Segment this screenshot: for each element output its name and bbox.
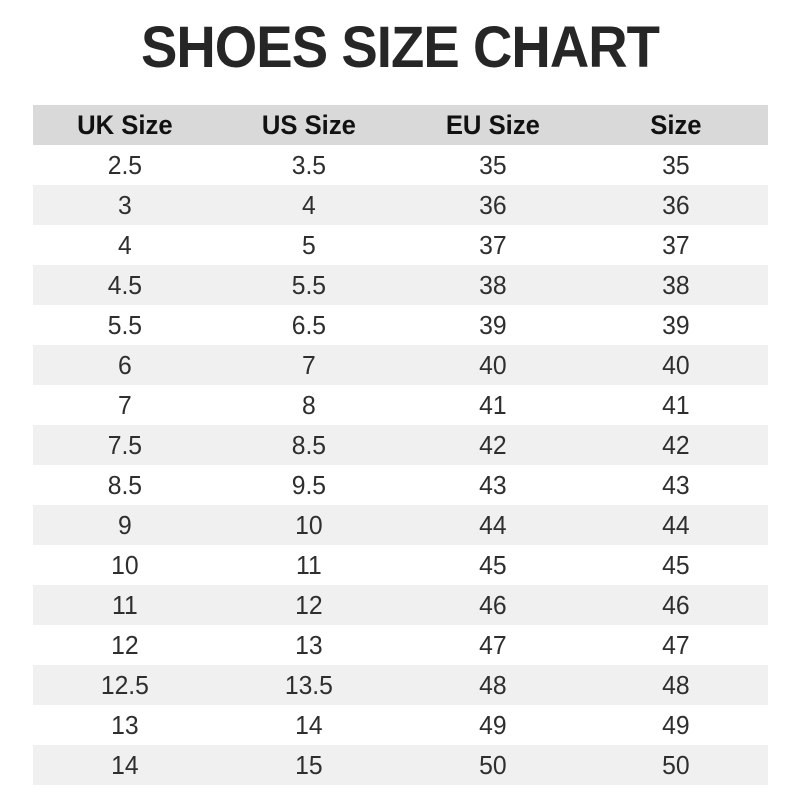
cell: 48 [662, 669, 690, 700]
table-row: 10 11 45 45 [33, 545, 768, 585]
cell: 42 [478, 429, 507, 460]
column-header: UK Size [77, 109, 173, 140]
cell: 37 [662, 229, 690, 260]
cell: 48 [478, 669, 507, 700]
cell: 9 [118, 509, 132, 540]
cell: 45 [662, 549, 690, 580]
cell: 42 [662, 429, 690, 460]
cell: 47 [478, 629, 507, 660]
table-row: 8.5 9.5 43 43 [33, 465, 768, 505]
cell: 3.5 [291, 149, 326, 180]
cell: 13 [294, 629, 323, 660]
cell: 15 [294, 749, 323, 780]
cell: 36 [662, 189, 690, 220]
cell: 39 [478, 309, 507, 340]
cell: 4 [118, 229, 132, 260]
cell: 3 [118, 189, 132, 220]
cell: 7.5 [107, 429, 143, 460]
cell: 46 [662, 589, 690, 620]
cell: 37 [478, 229, 507, 260]
cell: 38 [662, 269, 690, 300]
cell: 5.5 [107, 309, 143, 340]
table-row: 12 13 47 47 [33, 625, 768, 665]
table-header-row: UK Size US Size EU Size Size [33, 105, 768, 145]
cell: 12 [111, 629, 139, 660]
cell: 10 [111, 549, 139, 580]
cell: 45 [478, 549, 507, 580]
cell: 46 [478, 589, 507, 620]
table-row: 12.5 13.5 48 48 [33, 665, 768, 705]
table-row: 9 10 44 44 [33, 505, 768, 545]
cell: 44 [478, 509, 507, 540]
cell: 43 [478, 469, 507, 500]
cell: 11 [295, 549, 322, 580]
table-row: 7 8 41 41 [33, 385, 768, 425]
cell: 11 [112, 589, 138, 620]
page-title: SHOES SIZE CHART [140, 15, 660, 80]
cell: 2.5 [107, 149, 143, 180]
table-row: 2.5 3.5 35 35 [33, 145, 768, 185]
cell: 4.5 [107, 269, 143, 300]
cell: 49 [478, 709, 507, 740]
cell: 8.5 [107, 469, 143, 500]
cell: 41 [662, 389, 690, 420]
cell: 9.5 [291, 469, 326, 500]
cell: 13.5 [284, 669, 333, 700]
cell: 49 [662, 709, 690, 740]
cell: 50 [478, 749, 507, 780]
cell: 8 [301, 389, 316, 420]
cell: 35 [662, 149, 690, 180]
cell: 7 [301, 349, 316, 380]
cell: 7 [118, 389, 132, 420]
table-row: 3 4 36 36 [33, 185, 768, 225]
cell: 14 [111, 749, 139, 780]
cell: 6 [118, 349, 132, 380]
table-row: 5.5 6.5 39 39 [33, 305, 768, 345]
column-header: Size [650, 109, 702, 140]
cell: 38 [478, 269, 507, 300]
cell: 47 [662, 629, 690, 660]
cell: 10 [294, 509, 323, 540]
cell: 41 [478, 389, 507, 420]
cell: 8.5 [291, 429, 326, 460]
table-row: 11 12 46 46 [33, 585, 768, 625]
cell: 39 [662, 309, 690, 340]
cell: 40 [478, 349, 507, 380]
table-row: 7.5 8.5 42 42 [33, 425, 768, 465]
cell: 43 [662, 469, 690, 500]
cell: 12 [294, 589, 323, 620]
cell: 13 [111, 709, 139, 740]
table-row: 14 15 50 50 [33, 745, 768, 785]
cell: 5.5 [291, 269, 326, 300]
column-header: US Size [261, 109, 356, 140]
cell: 5 [301, 229, 316, 260]
cell: 4 [301, 189, 316, 220]
cell: 36 [478, 189, 507, 220]
cell: 50 [662, 749, 690, 780]
cell: 12.5 [100, 669, 149, 700]
table-row: 6 7 40 40 [33, 345, 768, 385]
table-row: 4 5 37 37 [33, 225, 768, 265]
table-row: 4.5 5.5 38 38 [33, 265, 768, 305]
cell: 6.5 [291, 309, 326, 340]
column-header: EU Size [445, 109, 540, 140]
cell: 40 [662, 349, 690, 380]
cell: 35 [478, 149, 507, 180]
cell: 14 [294, 709, 323, 740]
cell: 44 [662, 509, 690, 540]
table-row: 13 14 49 49 [33, 705, 768, 745]
size-table: UK Size US Size EU Size Size 2.5 3.5 35 35 3 4 36 3… [33, 105, 768, 785]
